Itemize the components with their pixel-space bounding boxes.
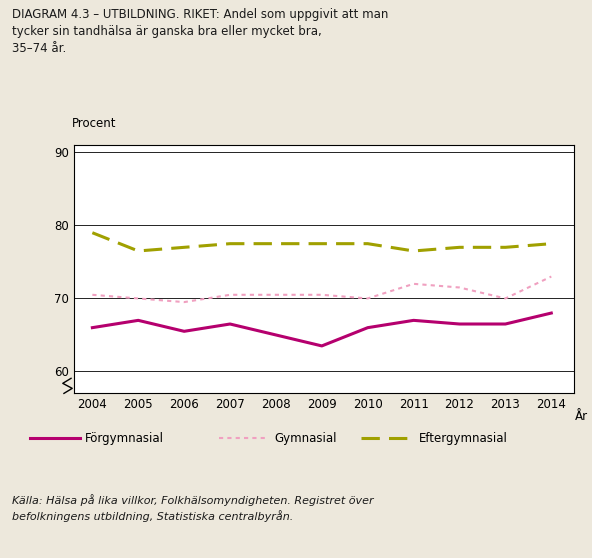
Text: Förgymnasial: Förgymnasial xyxy=(85,431,163,445)
Text: Gymnasial: Gymnasial xyxy=(274,431,337,445)
Text: Eftergymnasial: Eftergymnasial xyxy=(419,431,508,445)
Text: Källa: Hälsa på lika villkor, Folkhälsomyndigheten. Registret över
befolkningens: Källa: Hälsa på lika villkor, Folkhälsom… xyxy=(12,494,374,522)
Text: År: År xyxy=(575,410,588,422)
Text: DIAGRAM 4.3 – UTBILDNING. RIKET: Andel som uppgivit att man
tycker sin tandhälsa: DIAGRAM 4.3 – UTBILDNING. RIKET: Andel s… xyxy=(12,8,388,55)
Text: Procent: Procent xyxy=(72,117,116,130)
